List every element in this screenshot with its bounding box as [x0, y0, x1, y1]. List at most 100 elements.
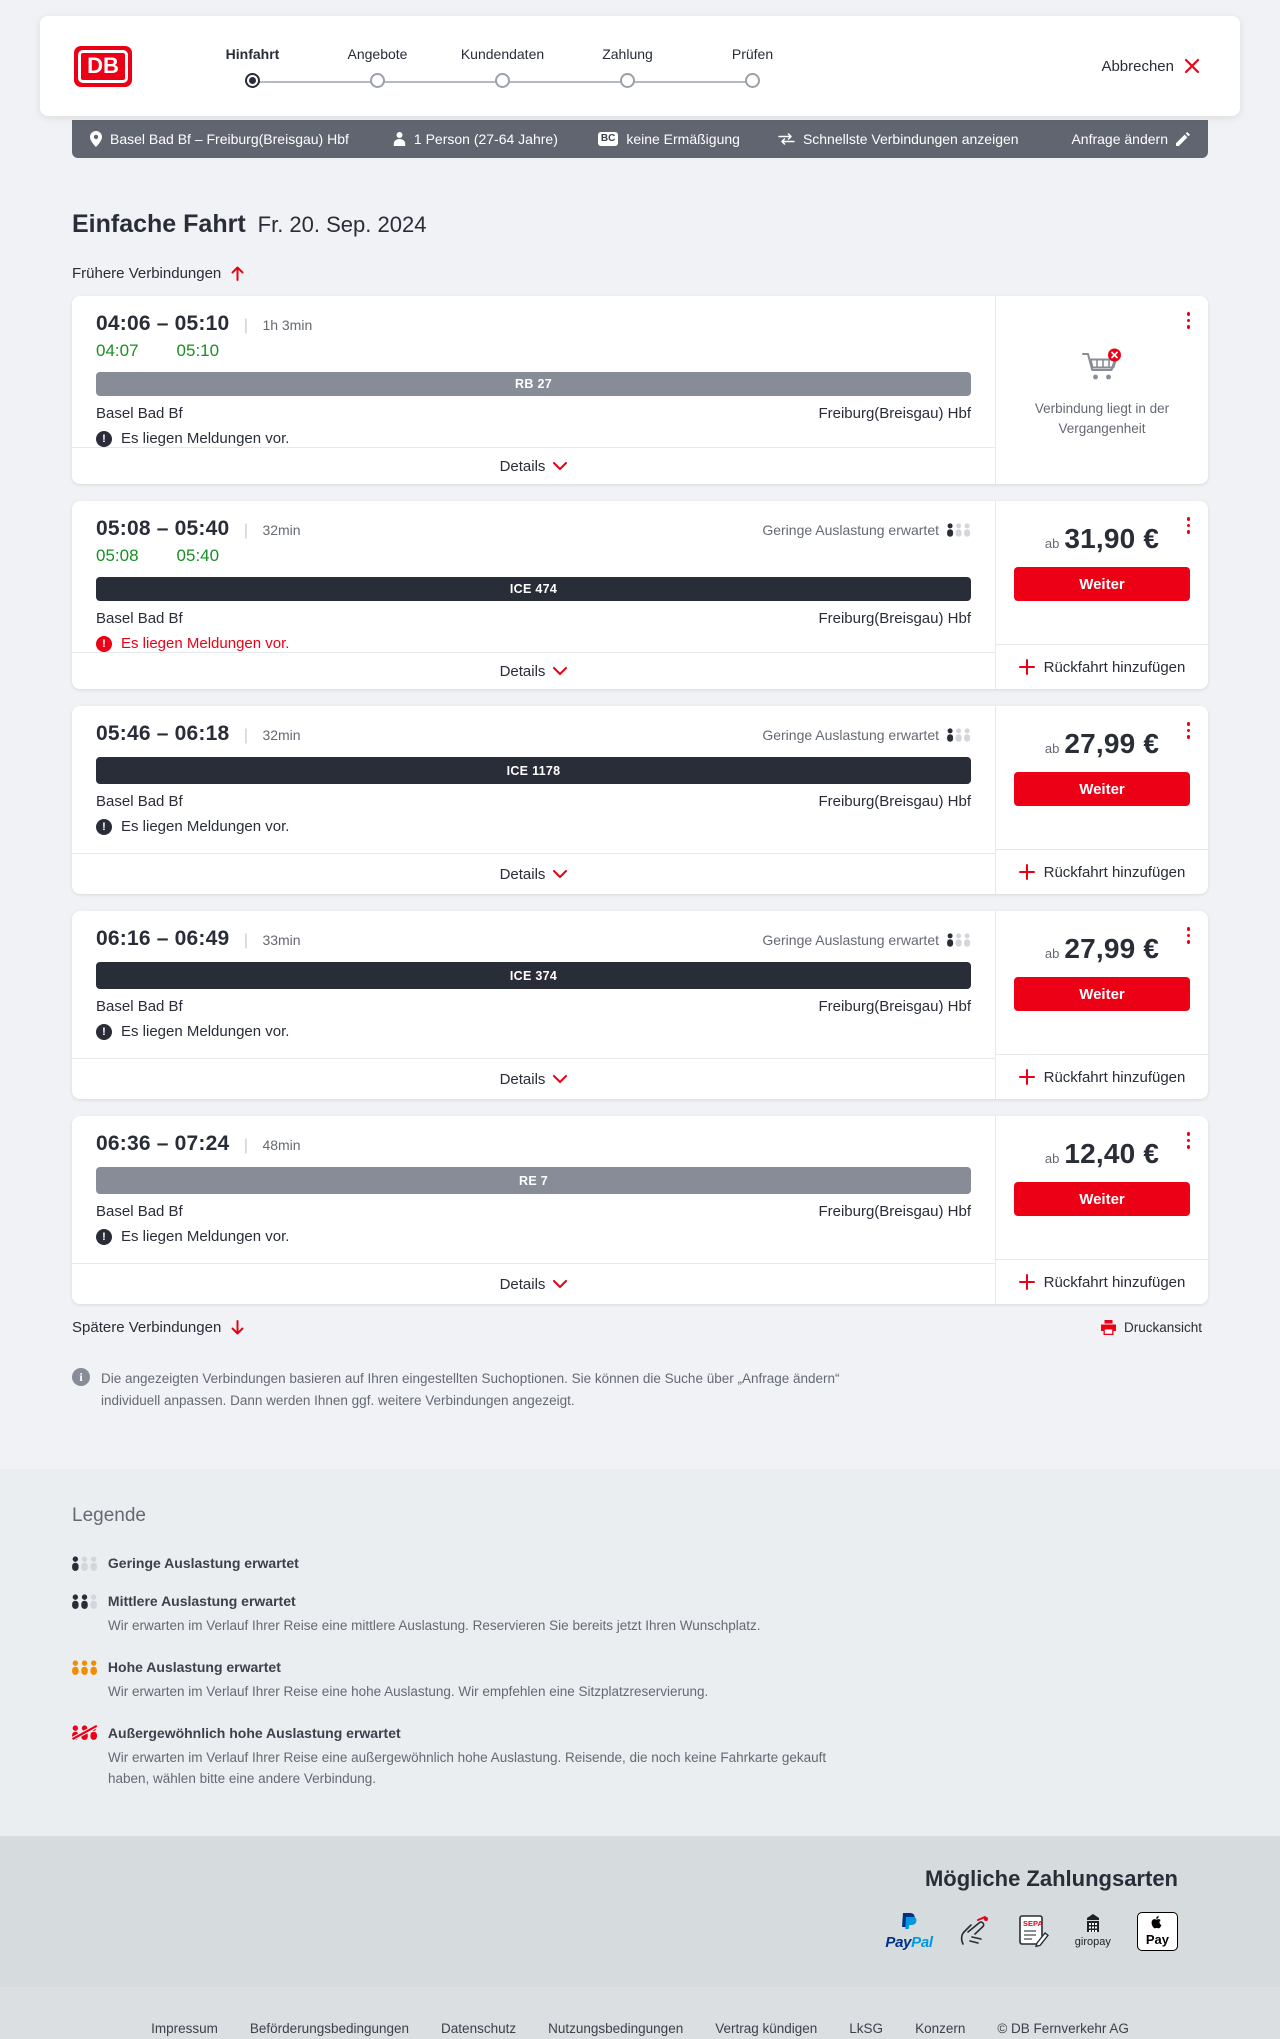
search-options-note: i Die angezeigten Verbindungen basieren … — [72, 1368, 882, 1411]
add-return-button[interactable]: Rückfahrt hinzufügen — [1013, 658, 1192, 677]
footer-link[interactable]: Vertrag kündigen — [715, 2020, 818, 2036]
chevron-down-icon — [553, 461, 568, 470]
train-number: RE 7 — [519, 1173, 548, 1188]
departure-station: Basel Bad Bf — [96, 405, 183, 423]
weiter-button[interactable]: Weiter — [1014, 1182, 1190, 1216]
occupancy-label: Geringe Auslastung erwartet — [762, 522, 939, 538]
connection-message: ! Es liegen Meldungen vor. — [96, 1228, 971, 1245]
price-prefix: ab — [1044, 946, 1060, 961]
time-range: 06:36 – 07:24 — [96, 1132, 230, 1155]
occupancy-icon — [72, 1725, 98, 1741]
page-footer: Impressum Beförderungsbedingungen Datensch… — [0, 1986, 1280, 2039]
weiter-button[interactable]: Weiter — [1014, 567, 1190, 601]
offer-panel: ab 12,40 € Weiter Rückfahrt hinzufügen — [996, 1116, 1208, 1304]
warning-icon: ! — [96, 635, 112, 652]
progress-step-label: Kundendaten — [460, 46, 545, 62]
svg-text:SEPA: SEPA — [1023, 1919, 1043, 1928]
kebab-menu-button[interactable] — [1183, 513, 1195, 538]
cart-crossed-icon — [1082, 348, 1121, 380]
train-number: ICE 1178 — [506, 763, 561, 778]
progress-step[interactable]: Hinfahrt — [190, 44, 315, 88]
earlier-connections-link[interactable]: Frühere Verbindungen — [72, 265, 244, 282]
time-range: 06:16 – 06:49 — [96, 927, 230, 950]
connection-card: 06:36 – 07:24 | 48min RE 7 Basel Bad Bf … — [72, 1116, 1208, 1304]
occupancy-icon — [947, 523, 971, 537]
details-button[interactable]: Details — [494, 1070, 574, 1089]
add-return-button[interactable]: Rückfahrt hinzufügen — [1013, 1273, 1192, 1292]
arrival-station: Freiburg(Breisgau) Hbf — [818, 998, 971, 1015]
connection-card: 06:16 – 06:49 | 33min Geringe Auslastung… — [72, 911, 1208, 1099]
progress-step[interactable]: Angebote — [315, 44, 440, 88]
plus-icon — [1018, 1274, 1035, 1290]
footer-link[interactable]: Beförderungsbedingungen — [249, 2020, 410, 2036]
later-connections-link[interactable]: Spätere Verbindungen — [72, 1319, 244, 1336]
step-circle-icon — [245, 73, 260, 88]
payments-section: Mögliche Zahlungsarten PayPal SEPA girop… — [0, 1835, 1280, 1987]
realtime-departure: 05:08 — [96, 546, 139, 565]
offer-panel: ab 31,90 € Weiter Rückfahrt hinzufügen — [996, 501, 1208, 689]
connection-times: 05:46 – 06:18 | 32min — [96, 722, 301, 745]
footer-link[interactable]: Impressum — [151, 2020, 218, 2036]
step-circle-icon — [370, 73, 385, 88]
progress-step[interactable]: Kundendaten — [440, 44, 565, 88]
arrow-up-icon — [231, 266, 244, 281]
footer-link[interactable]: Konzern — [915, 2020, 966, 2036]
past-connection-note: Verbindung liegt in der Vergangenheit — [996, 302, 1208, 484]
print-view-button[interactable]: Druckansicht — [1095, 1319, 1208, 1336]
trip-route: Basel Bad Bf – Freiburg(Breisgau) Hbf — [90, 131, 349, 147]
progress-step[interactable]: Prüfen — [690, 44, 815, 88]
cancel-button[interactable]: Abbrechen — [1095, 57, 1206, 76]
weiter-button[interactable]: Weiter — [1014, 977, 1190, 1011]
close-icon — [1184, 58, 1200, 74]
details-button[interactable]: Details — [494, 1275, 574, 1294]
connection-message: ! Es liegen Meldungen vor. — [96, 430, 971, 447]
kebab-menu-button[interactable] — [1183, 1128, 1195, 1153]
footer-link[interactable]: Datenschutz — [441, 2020, 517, 2036]
location-pin-icon — [90, 131, 102, 147]
warning-icon: ! — [96, 1023, 112, 1040]
add-return-button[interactable]: Rückfahrt hinzufügen — [1013, 1068, 1192, 1087]
footer-copyright: © DB Fernverkehr AG — [997, 2020, 1129, 2036]
departure-station: Basel Bad Bf — [96, 793, 183, 810]
connection-card: 05:08 – 05:40 | 32min Geringe Auslastung… — [72, 501, 1208, 689]
legend-item: Geringe Auslastung erwartet — [72, 1555, 1208, 1571]
trip-context-bar: Basel Bad Bf – Freiburg(Breisgau) Hbf 1 … — [72, 120, 1208, 158]
footer-link[interactable]: LkSG — [849, 2020, 884, 2036]
kebab-menu-button[interactable] — [1183, 923, 1195, 948]
add-return-button[interactable]: Rückfahrt hinzufügen — [1013, 863, 1192, 882]
details-button[interactable]: Details — [494, 457, 574, 476]
departure-station: Basel Bad Bf — [96, 998, 183, 1015]
progress-step-label: Zahlung — [602, 46, 653, 62]
occupancy-indicator: Geringe Auslastung erwartet — [762, 522, 971, 538]
results-main: Einfache Fahrt Fr. 20. Sep. 2024 Frühere… — [72, 158, 1208, 1411]
connection-message: ! Es liegen Meldungen vor. — [96, 1023, 971, 1040]
offer-panel: ab 27,99 € Weiter Rückfahrt hinzufügen — [996, 706, 1208, 894]
kebab-menu-button[interactable] — [1183, 718, 1195, 743]
footer-links: Impressum Beförderungsbedingungen Datensch… — [0, 2021, 1280, 2036]
train-number: RB 27 — [515, 377, 552, 392]
kebab-menu-button[interactable] — [1183, 308, 1195, 333]
occupancy-indicator: Geringe Auslastung erwartet — [762, 727, 971, 743]
duration: 32min — [262, 727, 301, 743]
details-button[interactable]: Details — [494, 662, 574, 681]
sepa-icon: SEPA — [1018, 1915, 1049, 1948]
chevron-down-icon — [553, 869, 568, 878]
change-request-button[interactable]: Anfrage ändern — [1071, 131, 1190, 147]
weiter-button[interactable]: Weiter — [1014, 772, 1190, 806]
occupancy-icon — [72, 1659, 98, 1675]
fastest-connections-toggle[interactable]: Schnellste Verbindungen anzeigen — [778, 131, 1019, 147]
price: 31,90 € — [1064, 523, 1160, 554]
occupancy-indicator: Geringe Auslastung erwartet — [762, 932, 971, 948]
warning-icon: ! — [96, 818, 112, 835]
swap-arrows-icon — [778, 133, 795, 145]
departure-station: Basel Bad Bf — [96, 610, 183, 628]
creditcard-icon — [959, 1916, 993, 1946]
legend-item: Mittlere Auslastung erwartet Wir erwarte… — [72, 1593, 1208, 1637]
progress-step[interactable]: Zahlung — [565, 44, 690, 88]
footer-link[interactable]: Nutzungsbedingungen — [548, 2020, 684, 2036]
details-button[interactable]: Details — [494, 865, 574, 884]
legend-item: Hohe Auslastung erwartet Wir erwarten im… — [72, 1659, 1208, 1703]
cancel-label: Abbrechen — [1101, 57, 1174, 75]
occupancy-icon — [72, 1556, 98, 1571]
connection-times: 06:36 – 07:24 | 48min — [96, 1132, 301, 1155]
